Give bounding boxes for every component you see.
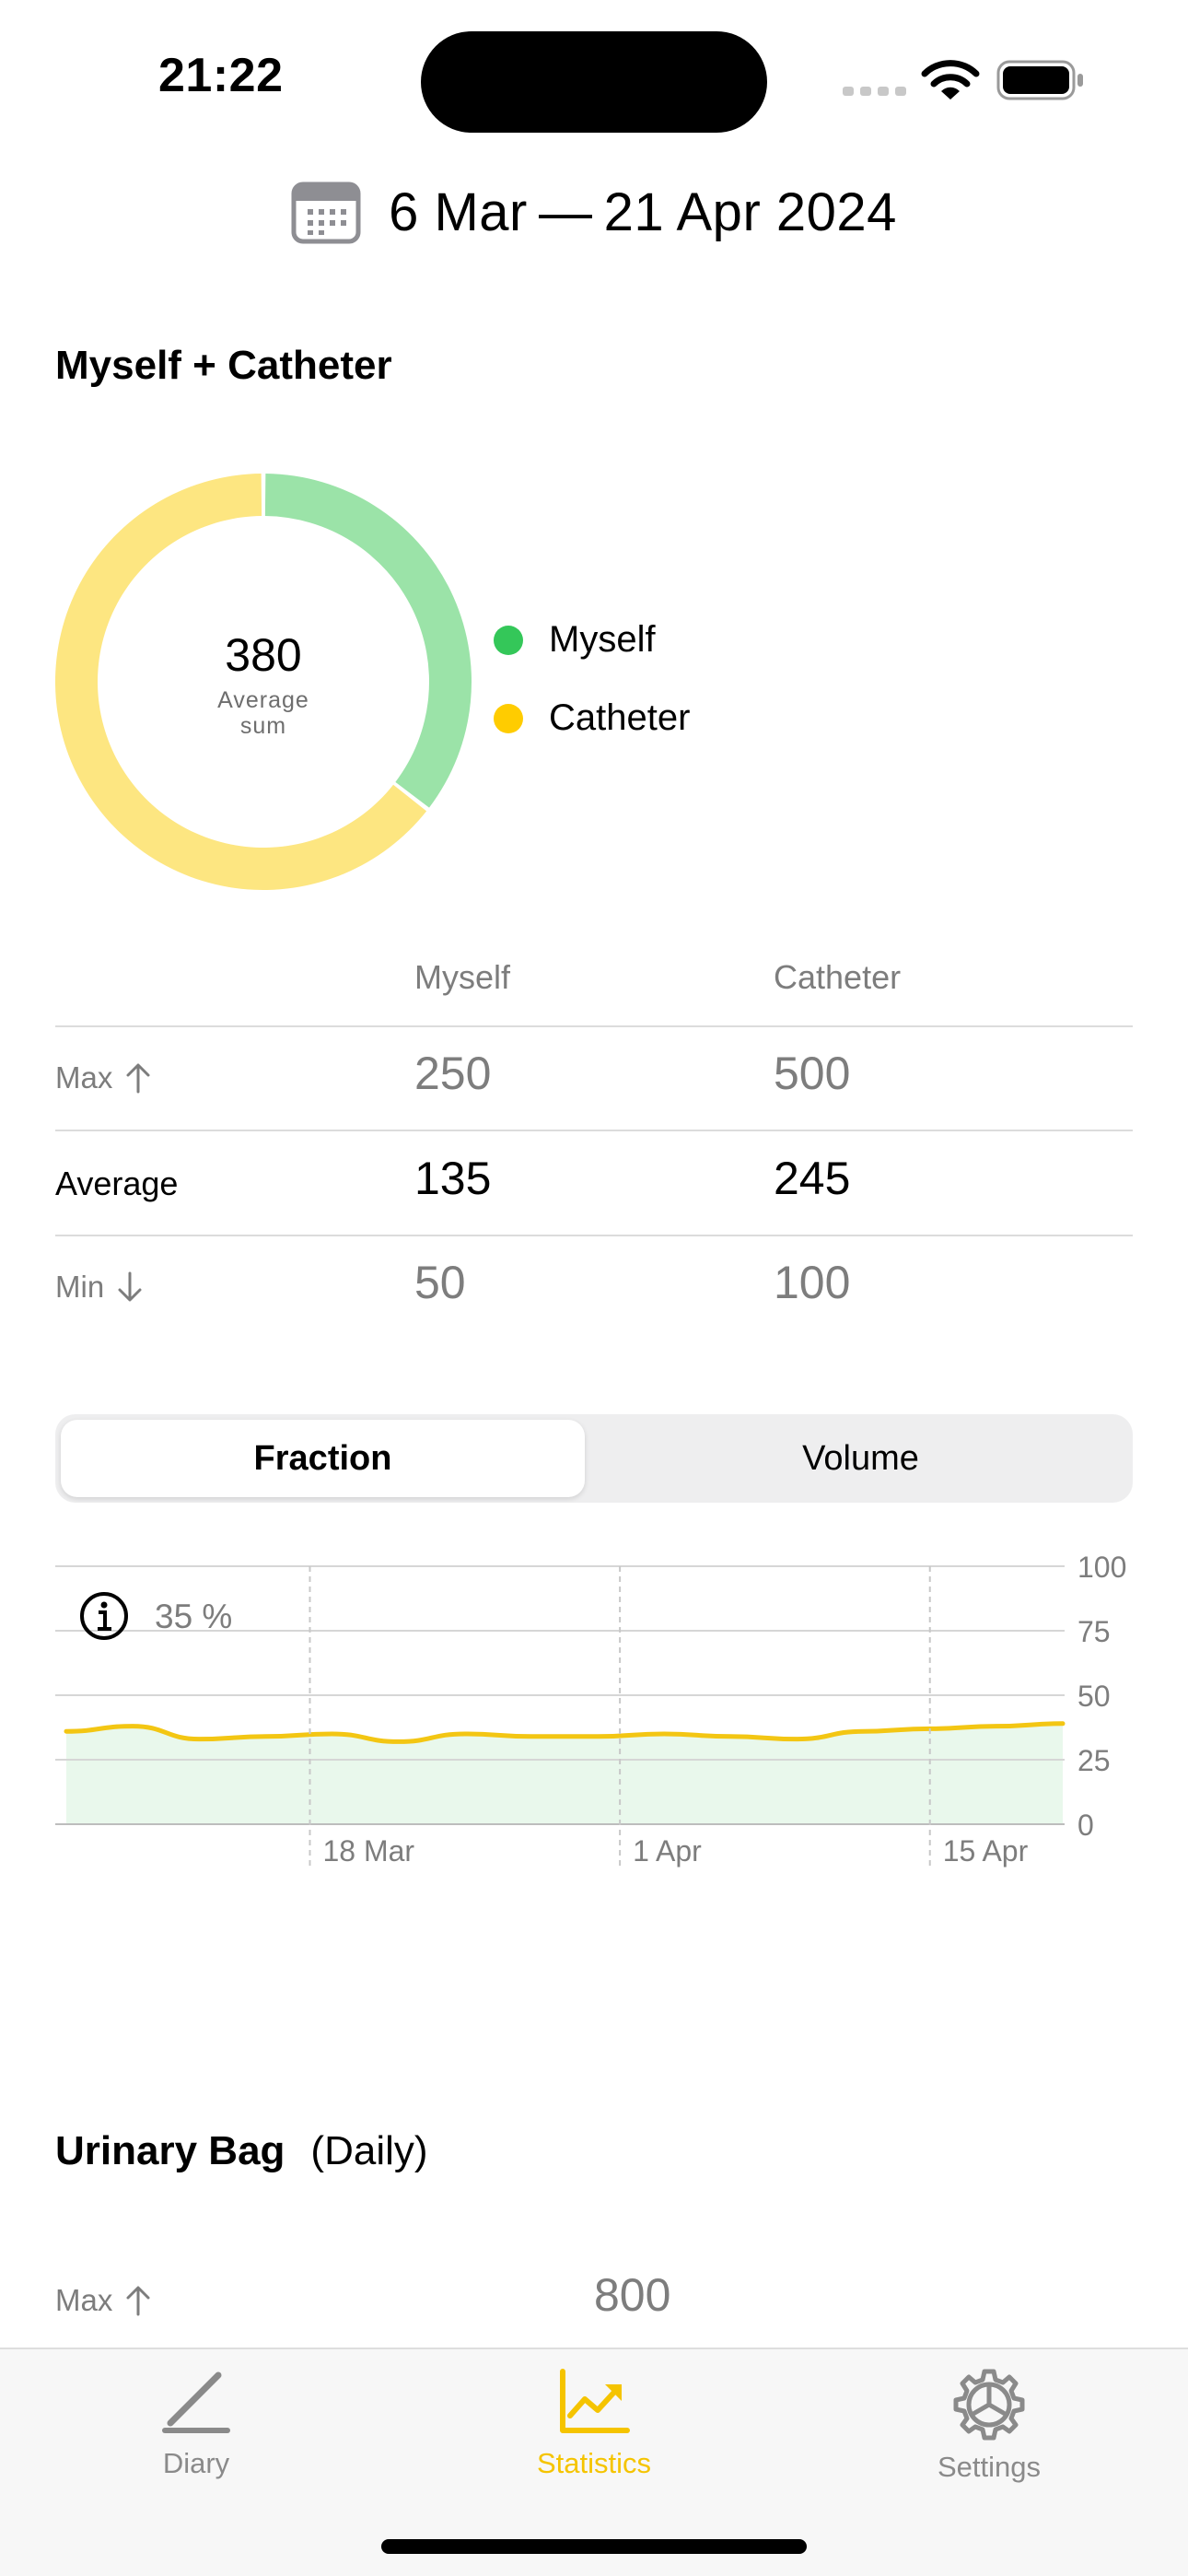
segment-volume[interactable]: Volume [802,1438,919,1478]
segment-fraction[interactable]: Fraction [61,1420,585,1497]
donut-center-value: 380 [225,629,302,681]
column-header-catheter: Catheter [774,958,902,996]
average-catheter-value: 245 [774,1153,851,1204]
donut-center-label: Average sum [217,687,309,739]
urinary-bag-subtitle: (Daily) [310,2128,428,2173]
info-icon-stem [98,1610,111,1631]
table-divider [55,1130,1133,1131]
y-tick-label: 75 [1077,1615,1111,1648]
tab-settings[interactable]: Settings [851,2368,1127,2497]
max-catheter-value: 500 [774,1048,851,1099]
donut-segment-myself [264,474,472,808]
date-range-text: 6 Mar — 21 Apr 2024 [389,181,897,242]
y-tick-label: 25 [1077,1744,1111,1777]
average-myself-value: 135 [414,1153,492,1204]
column-header-myself: Myself [414,958,511,996]
max-myself-value: 250 [414,1048,492,1099]
tab-diary[interactable]: Diary [58,2368,334,2497]
gear-icon [953,2369,1025,2441]
status-time: 21:22 [158,49,284,102]
min-myself-value: 50 [414,1257,466,1308]
table-divider [55,1025,1133,1027]
battery-icon [996,60,1083,100]
legend-label: Catheter [549,697,691,738]
tab-bar: Diary Statistics Settings [0,2348,1188,2576]
legend-item-myself: Myself [494,619,690,661]
table-divider [55,1235,1133,1236]
donut-chart [55,474,472,890]
legend-item-catheter: Catheter [494,697,690,739]
fraction-area-fill [66,1723,1063,1824]
legend-dot-catheter [494,703,523,733]
calendar-icon [291,181,361,244]
y-tick-label: 0 [1077,1809,1094,1842]
urinary-bag-max-label: Max [55,2283,151,2318]
row-label-max: Max [55,1060,151,1095]
tab-label: Statistics [536,2447,652,2479]
row-label-min: Min [55,1270,143,1305]
arrow-up-icon [126,1063,150,1094]
chart-mode-segmented-control[interactable]: Fraction Volume [55,1414,1133,1503]
donut-legend: Myself Catheter [494,619,690,739]
arrow-up-icon [126,2286,150,2316]
y-tick-label: 100 [1077,1551,1126,1584]
y-tick-label: 50 [1077,1680,1111,1713]
info-icon[interactable] [80,1592,128,1640]
urinary-bag-max-value: 800 [594,2269,671,2321]
row-label-average: Average [55,1165,179,1202]
tab-statistics[interactable]: Statistics [456,2368,732,2497]
legend-dot-myself [494,625,523,655]
date-range-selector[interactable]: 6 Mar — 21 Apr 2024 [0,175,1188,249]
donut-center: 380 Average sum [55,628,472,739]
info-icon-dot [100,1601,108,1609]
urinary-bag-title: Urinary Bag [55,2128,285,2173]
x-tick-label: 1 Apr [633,1834,702,1868]
pencil-icon [162,2371,230,2433]
dynamic-island [421,31,767,133]
chart-icon [560,2369,630,2433]
cellular-signal-icon [843,87,906,96]
x-tick-label: 18 Mar [322,1834,414,1868]
urinary-bag-header: Urinary Bag (Daily) [55,2128,428,2174]
tab-label: Settings [937,2451,1041,2483]
info-value: 35 % [155,1598,232,1635]
fraction-chart[interactable]: 18 Mar 1 Apr 15 Apr 0 25 50 75 100 35 % [0,1548,1188,1999]
info-badge[interactable]: 35 % [80,1592,232,1640]
min-catheter-value: 100 [774,1257,851,1308]
home-indicator [381,2539,807,2554]
x-tick-label: 15 Apr [943,1834,1029,1868]
legend-label: Myself [549,619,656,660]
summary-title: Myself + Catheter [55,343,392,388]
fraction-line [64,1721,1066,1744]
tab-label: Diary [162,2447,230,2479]
arrow-down-icon [118,1271,142,1302]
wifi-icon [921,60,980,100]
